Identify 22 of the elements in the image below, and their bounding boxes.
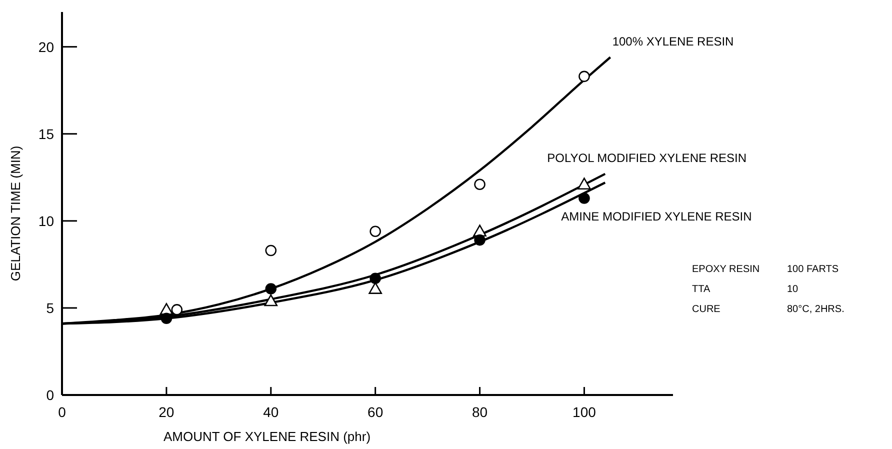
x-axis-title: AMOUNT OF XYLENE RESIN (phr)	[163, 429, 371, 444]
x-tick-label: 40	[263, 404, 279, 420]
y-tick-label: 10	[38, 212, 54, 229]
text: EPOXY RESIN	[692, 264, 760, 275]
text: 80°C, 2HRS.	[787, 304, 844, 315]
y-axis-title: GELATION TIME (MIN)	[8, 146, 23, 282]
series-label: AMINE MODIFIED XYLENE RESIN	[561, 210, 752, 224]
y-tick-label: 5	[46, 300, 54, 316]
x-tick-label: 100	[572, 404, 596, 420]
text: TTA	[692, 284, 710, 295]
y-tick-label: 20	[38, 38, 54, 55]
text: CURE	[692, 304, 721, 315]
x-tick-label: 0	[58, 404, 66, 420]
x-tick-label: 20	[158, 404, 174, 420]
y-tick-label: 15	[38, 126, 54, 142]
text: 10	[787, 284, 799, 295]
x-tick-label: 80	[472, 404, 488, 420]
x-tick-label: 60	[368, 404, 384, 420]
text: 100 FARTS	[787, 264, 839, 275]
series-label: 100% XYLENE RESIN	[612, 34, 734, 48]
text: POLYOL MODIFIED XYLENE RESIN	[547, 150, 746, 165]
y-tick-label: 0	[46, 387, 54, 403]
